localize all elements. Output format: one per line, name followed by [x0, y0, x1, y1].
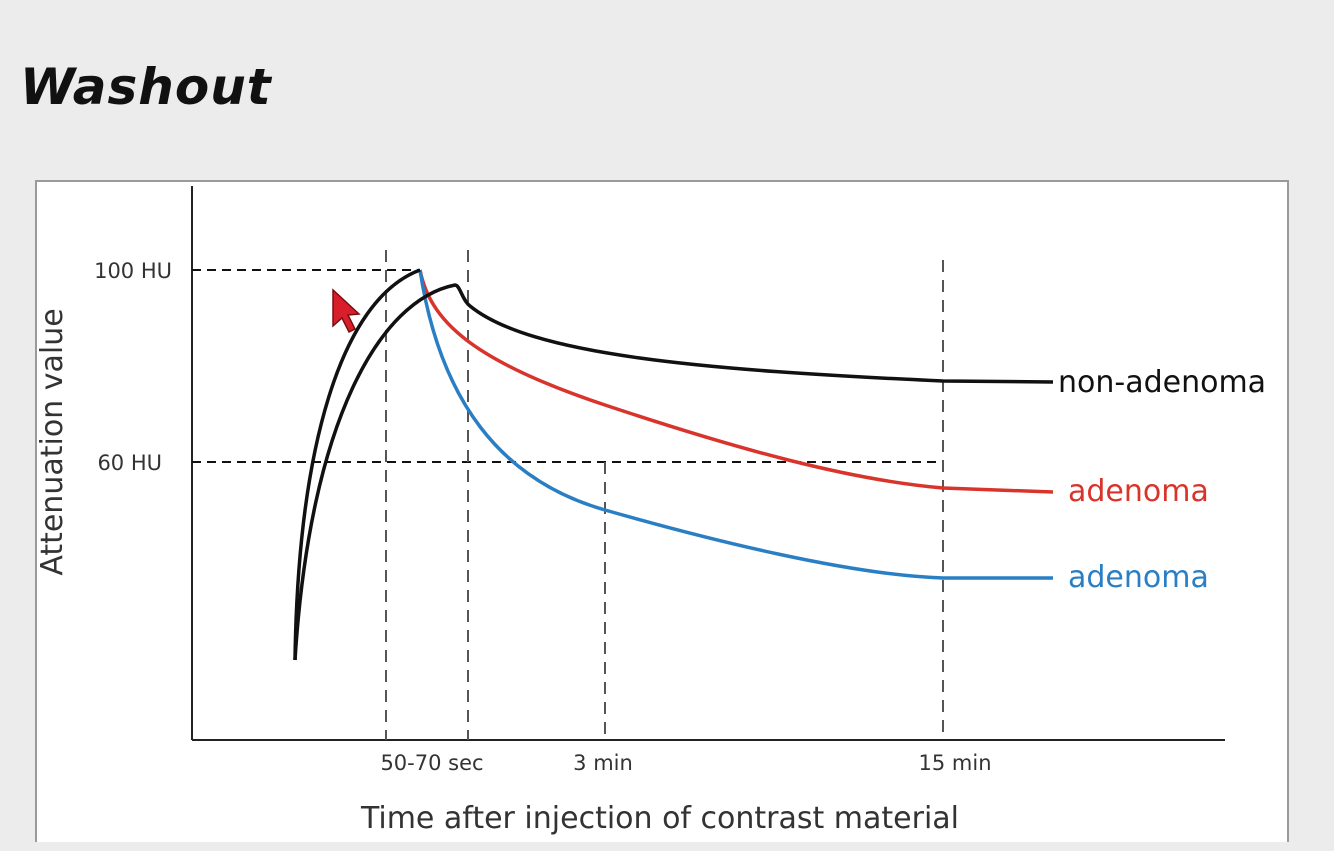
x-tick-label-3min: 3 min	[573, 751, 633, 775]
legend-label-adenoma-red: adenoma	[1068, 474, 1209, 509]
chart-panel	[35, 180, 1289, 842]
series-line-adenoma-red	[418, 269, 1054, 494]
series-line-non-adenoma	[293, 283, 1054, 661]
x-axis-title: Time after injection of contrast materia…	[360, 801, 959, 836]
mouse-pointer-icon	[332, 288, 361, 334]
legend-label-non-adenoma: non-adenoma	[1058, 365, 1266, 400]
series-line-adenoma-blue	[418, 269, 1053, 580]
y-axis-title: Attenuation value	[35, 308, 70, 575]
y-tick-label-60hu: 60 HU	[97, 451, 162, 475]
x-tick-label-15min: 15 min	[919, 751, 992, 775]
slide-title: Washout	[20, 58, 272, 116]
y-tick-label-100hu: 100 HU	[94, 259, 172, 283]
x-tick-label-50-70sec: 50-70 sec	[380, 751, 483, 775]
legend-label-adenoma-blue: adenoma	[1068, 560, 1209, 595]
series-line-non-adenoma-rise-fast	[293, 268, 421, 661]
